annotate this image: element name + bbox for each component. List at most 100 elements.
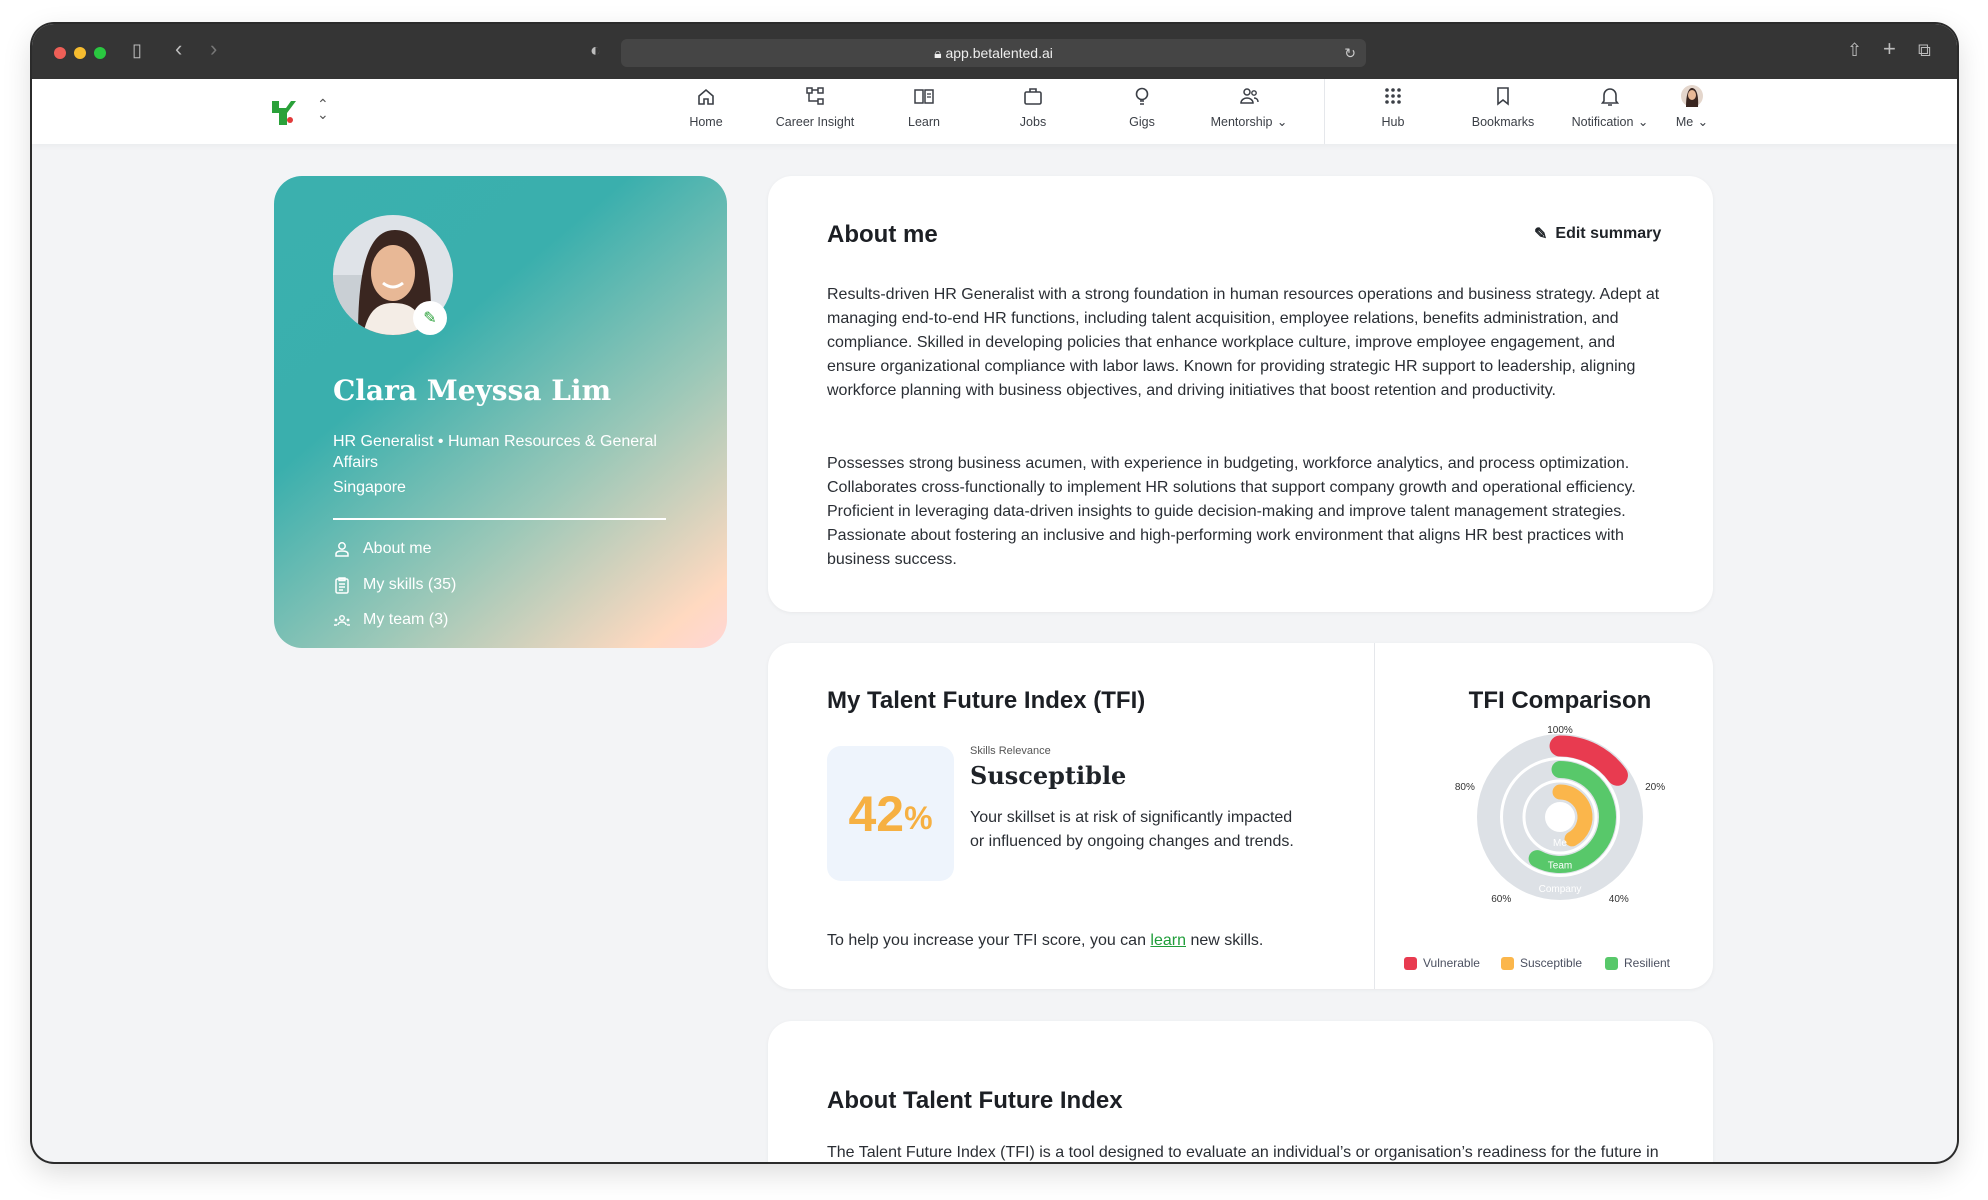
ring-label-company: Company — [1539, 884, 1582, 895]
user-avatar — [1681, 85, 1703, 107]
nav-item-hub[interactable]: Hub — [1338, 85, 1448, 131]
tfi-title: My Talent Future Index (TFI) — [827, 687, 1146, 714]
tfi-score: 42 — [848, 785, 905, 842]
nav-item-career-insight[interactable]: Career Insight — [760, 85, 870, 131]
team-icon — [334, 614, 350, 626]
lock-icon: 🔒︎ — [934, 45, 946, 61]
back-icon[interactable]: ‹ — [175, 36, 183, 61]
profile-menu-about-me[interactable]: About me — [333, 540, 431, 558]
nav-label: Home — [689, 115, 723, 129]
address-bar[interactable]: 🔒︎ app.betalented.ai ↻ — [621, 39, 1366, 67]
edit-summary-button[interactable]: ✎ Edit summary — [1534, 224, 1661, 244]
about-paragraph-2: Possesses strong business acumen, with e… — [827, 455, 1636, 568]
tfi-divider — [1374, 643, 1375, 989]
nav-item-mentorship[interactable]: Mentorship ⌄ — [1194, 85, 1304, 131]
grid-icon — [1385, 88, 1401, 104]
profile-menu-my-skills[interactable]: My skills (35) — [333, 576, 456, 594]
nav-divider — [1324, 79, 1325, 144]
about-tfi-text: The Talent Future Index (TFI) is a tool … — [827, 1144, 1659, 1161]
tfi-status: Susceptible — [970, 761, 1127, 790]
about-paragraph-1: Results-driven HR Generalist with a stro… — [827, 286, 1660, 399]
tabs-overview-icon[interactable]: ⧉ — [1918, 40, 1931, 60]
arc-me[interactable] — [1552, 784, 1593, 847]
browser-titlebar: ▯ ‹ › ◐ 🔒︎ app.betalented.ai ↻ ⇧ + ⧉ — [32, 24, 1957, 79]
edit-summary-label: Edit summary — [1555, 225, 1662, 242]
forward-icon[interactable]: › — [210, 36, 218, 61]
profile-name: Clara Meyssa Lim — [333, 374, 612, 407]
url-text: app.betalented.ai — [945, 45, 1053, 61]
ring-separator — [1522, 779, 1598, 855]
edit-avatar-button[interactable]: ✎ — [413, 301, 447, 335]
profile-menu-my-team[interactable]: My team (3) — [333, 611, 448, 629]
nav-label: Bookmarks — [1471, 115, 1535, 129]
chevron-down-icon: ⌄ — [1697, 115, 1709, 129]
tick-label: 40% — [1609, 894, 1629, 905]
nav-label: Career Insight — [775, 115, 855, 129]
nav-label: Mentorship — [1210, 115, 1273, 129]
chart-legend: Vulnerable Susceptible Resilient — [1392, 956, 1712, 976]
nav-item-notification[interactable]: Notification ⌄ — [1555, 85, 1665, 131]
tick-label: 20% — [1645, 782, 1665, 793]
arc-team[interactable] — [1528, 761, 1616, 873]
tfi-score-box: 42% — [827, 746, 954, 881]
close-window-button[interactable] — [54, 47, 66, 59]
nav-item-me[interactable]: Me ⌄ — [1637, 85, 1747, 131]
profile-card: ✎ Clara Meyssa Lim HR Generalist • Human… — [274, 176, 727, 648]
top-navbar: ⌃ ⌄ Home Career Insight Learn Jobs Gigs Mentor… — [32, 79, 1957, 144]
pencil-icon: ✎ — [1534, 226, 1548, 243]
share-icon[interactable]: ⇧ — [1847, 40, 1863, 60]
nav-item-home[interactable]: Home — [651, 85, 761, 131]
sidebar-toggle-icon[interactable]: ▯ — [132, 40, 142, 60]
nav-item-gigs[interactable]: Gigs — [1087, 85, 1197, 131]
zoom-window-button[interactable] — [94, 47, 106, 59]
about-tfi-card: About Talent Future Index The Talent Fut… — [768, 1021, 1713, 1162]
pencil-icon: ✎ — [423, 310, 437, 327]
profile-menu-label: My team (3) — [363, 611, 449, 628]
briefcase-icon — [1024, 88, 1042, 105]
logo[interactable] — [272, 101, 298, 125]
shield-icon[interactable]: ◐ — [590, 40, 601, 60]
legend-item-susceptible: Susceptible — [1501, 956, 1582, 970]
help-suffix: new skills. — [1186, 932, 1264, 949]
new-tab-icon[interactable]: + — [1883, 36, 1896, 61]
profile-menu-label: My skills (35) — [363, 576, 457, 593]
reload-icon[interactable]: ↻ — [1344, 45, 1356, 61]
nav-label: Gigs — [1129, 115, 1155, 129]
clipboard-icon — [335, 577, 349, 594]
browser-window: ▯ ‹ › ◐ 🔒︎ app.betalented.ai ↻ ⇧ + ⧉ ⌃ ⌄ H… — [32, 24, 1957, 1162]
nav-item-bookmarks[interactable]: Bookmarks — [1448, 85, 1558, 131]
lightbulb-icon — [1135, 87, 1149, 105]
profile-divider — [333, 518, 666, 520]
minimize-window-button[interactable] — [74, 47, 86, 59]
nav-item-learn[interactable]: Learn — [869, 85, 979, 131]
tfi-score-unit: % — [904, 800, 933, 836]
learn-link[interactable]: learn — [1150, 932, 1186, 949]
tfi-description: Your skillset is at risk of significantl… — [970, 809, 1294, 850]
ring-separator — [1500, 757, 1620, 877]
nav-label: Notification — [1571, 115, 1634, 129]
legend-label: Resilient — [1624, 956, 1671, 970]
tick-label: 80% — [1455, 782, 1475, 793]
nav-label: Jobs — [1019, 115, 1047, 129]
workspace-switcher-icon[interactable]: ⌃ ⌄ — [317, 96, 329, 122]
career-insight-icon — [806, 87, 824, 105]
tick-label: 100% — [1547, 725, 1573, 736]
nav-label: Me — [1675, 115, 1694, 129]
legend-swatch — [1501, 956, 1514, 970]
book-icon — [914, 89, 934, 104]
ring-label-team: Team — [1548, 861, 1572, 872]
chart-center — [1545, 802, 1575, 832]
tick-label: 60% — [1491, 894, 1511, 905]
home-icon — [698, 88, 714, 105]
legend-item-resilient: Resilient — [1605, 956, 1670, 970]
nav-label: Hub — [1381, 115, 1405, 129]
ring-label-me: Me — [1553, 838, 1567, 849]
arc-company[interactable] — [1549, 735, 1628, 786]
tfi-comparison-chart: Company Team Me 100% 20% 40% 60% 80% — [1455, 725, 1665, 905]
about-me-title: About me — [827, 221, 938, 248]
nav-item-jobs[interactable]: Jobs — [978, 85, 1088, 131]
legend-label: Susceptible — [1520, 956, 1583, 970]
legend-item-vulnerable: Vulnerable — [1404, 956, 1480, 970]
tfi-card: My Talent Future Index (TFI) 42% Skills … — [768, 643, 1713, 989]
about-tfi-title: About Talent Future Index — [827, 1087, 1123, 1114]
